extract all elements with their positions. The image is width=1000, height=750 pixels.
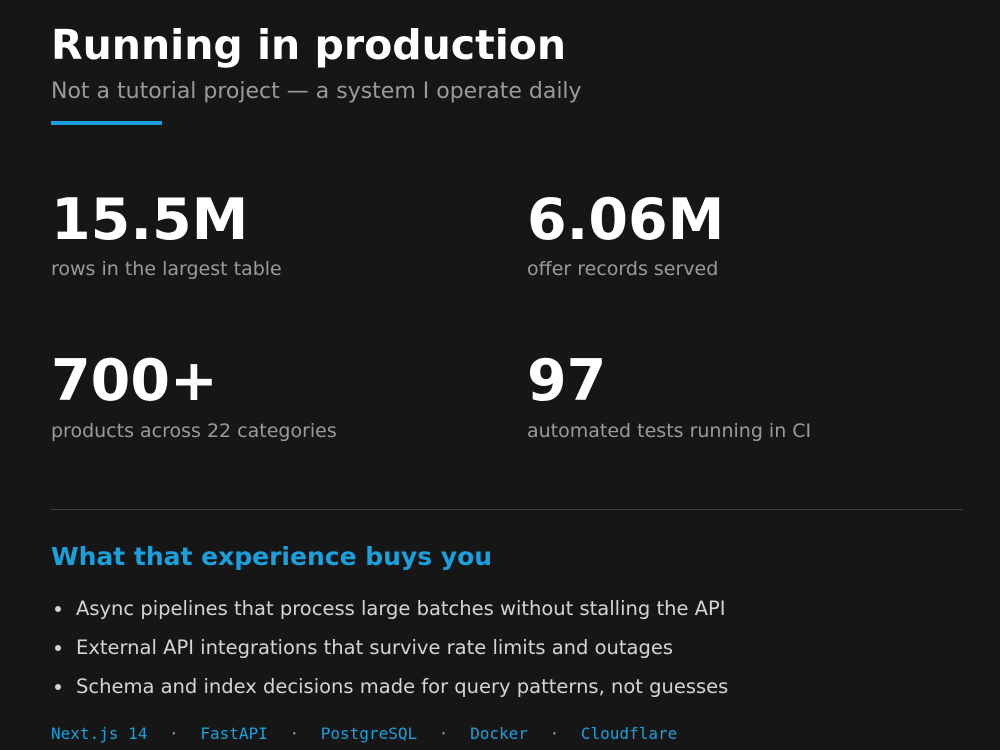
separator: · — [289, 724, 300, 743]
tech-item: Next.js 14 — [51, 724, 148, 743]
stat-label: automated tests running in CI — [527, 420, 812, 442]
bullet-item: Schema and index decisions made for quer… — [51, 667, 728, 706]
stat-label: rows in the largest table — [51, 258, 282, 280]
tech-item: Docker — [470, 724, 528, 743]
bullet-item: External API integrations that survive r… — [51, 628, 728, 667]
tech-item: FastAPI — [200, 724, 268, 743]
stat-value: 6.06M — [527, 187, 725, 253]
section-heading: What that experience buys you — [51, 542, 493, 571]
accent-bar — [51, 121, 162, 125]
tech-stack: Next.js 14 · FastAPI · PostgreSQL · Docker · Clo… — [51, 723, 677, 745]
separator: · — [549, 724, 560, 743]
stat-label: products across 22 categories — [51, 420, 337, 442]
bullet-list: Async pipelines that process large batch… — [51, 589, 728, 706]
stat-label: offer records served — [527, 258, 719, 280]
subtitle: Not a tutorial project — a system I oper… — [51, 79, 582, 104]
bullet-item: Async pipelines that process large batch… — [51, 589, 728, 628]
title: Running in production — [51, 21, 567, 69]
stat-value: 97 — [527, 348, 607, 414]
divider — [51, 509, 963, 510]
stat-value: 15.5M — [51, 187, 249, 253]
tech-item: Cloudflare — [580, 724, 678, 743]
separator: · — [438, 724, 449, 743]
stat-value: 700+ — [51, 348, 218, 414]
tech-item: PostgreSQL — [320, 724, 418, 743]
separator: · — [169, 724, 179, 743]
